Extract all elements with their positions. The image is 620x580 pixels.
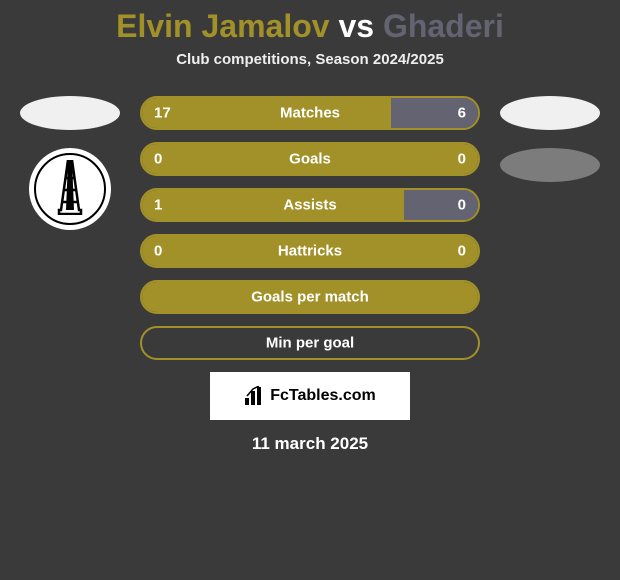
stat-val-p1: 1 xyxy=(154,197,162,214)
fill-p1 xyxy=(142,98,391,128)
bars-icon xyxy=(244,386,264,406)
stat-val-p2: 0 xyxy=(458,197,466,214)
date-text: 11 march 2025 xyxy=(0,434,620,454)
subtitle: Club competitions, Season 2024/2025 xyxy=(0,51,620,68)
stat-bar: Matches 17 6 xyxy=(140,96,480,130)
stat-val-p1: 0 xyxy=(154,151,162,168)
club-badge-p1 xyxy=(29,148,111,230)
stat-val-p1: 0 xyxy=(154,243,162,260)
oil-derrick-icon xyxy=(55,160,85,215)
stat-bar: Assists 1 0 xyxy=(140,188,480,222)
stat-bar: Hattricks 0 0 xyxy=(140,234,480,268)
country-oval-p2 xyxy=(500,96,600,130)
vs-text: vs xyxy=(338,8,374,44)
stat-bar: Goals per match xyxy=(140,280,480,314)
stat-val-p2: 0 xyxy=(458,151,466,168)
stat-label: Matches xyxy=(280,105,340,122)
fctables-banner: FcTables.com xyxy=(210,372,410,420)
stat-label: Goals xyxy=(289,151,331,168)
banner-text: FcTables.com xyxy=(270,387,376,405)
stat-label: Min per goal xyxy=(266,335,354,352)
right-column xyxy=(490,96,610,182)
club-oval-p2 xyxy=(500,148,600,182)
country-oval-p1 xyxy=(20,96,120,130)
player2-name: Ghaderi xyxy=(383,8,504,44)
stat-label: Hattricks xyxy=(278,243,342,260)
fill-p2 xyxy=(404,190,478,220)
bars-container: Matches176Goals00Assists10Hattricks00Goa… xyxy=(140,96,480,360)
stat-val-p2: 6 xyxy=(458,105,466,122)
player1-name: Elvin Jamalov xyxy=(116,8,329,44)
stat-bar: Min per goal xyxy=(140,326,480,360)
page-title: Elvin Jamalov vs Ghaderi xyxy=(0,0,620,45)
stat-val-p2: 0 xyxy=(458,243,466,260)
stat-val-p1: 17 xyxy=(154,105,171,122)
comparison-wrap: Matches176Goals00Assists10Hattricks00Goa… xyxy=(0,96,620,360)
fill-p1 xyxy=(142,190,404,220)
left-column xyxy=(10,96,130,230)
stat-label: Goals per match xyxy=(251,289,369,306)
stat-label: Assists xyxy=(283,197,336,214)
stat-bar: Goals 0 0 xyxy=(140,142,480,176)
